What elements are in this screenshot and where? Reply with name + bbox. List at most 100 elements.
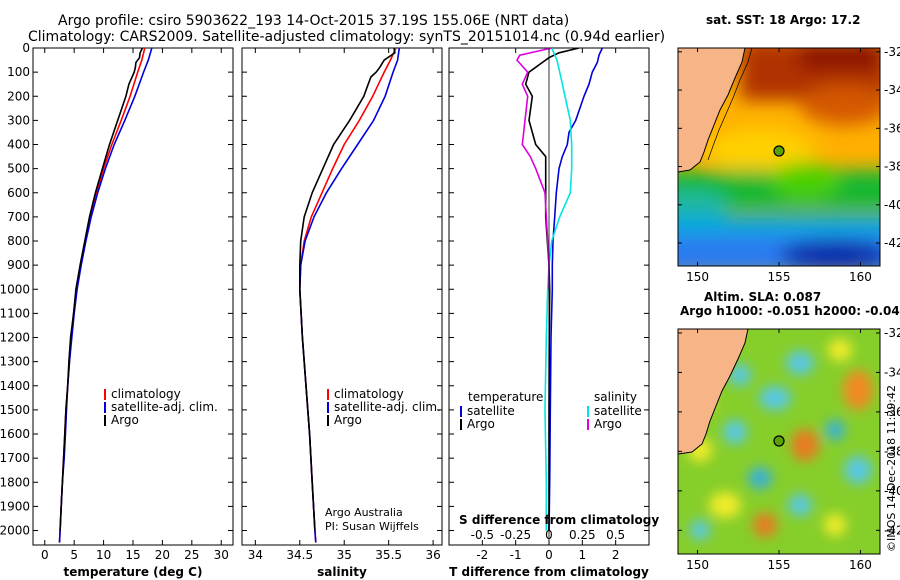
legend-label: satellite bbox=[594, 404, 642, 418]
map-x-tick-label: 150 bbox=[686, 270, 709, 284]
y-tick-label: 1200 bbox=[0, 331, 30, 345]
map-x-tick-label: 155 bbox=[768, 558, 791, 572]
legend-title-temperature: temperature bbox=[468, 390, 543, 404]
y-tick-label: 1500 bbox=[0, 403, 30, 417]
legend-label: Argo bbox=[594, 417, 622, 431]
x-tick-label: -2 bbox=[476, 548, 488, 562]
map-x-tick-label: 155 bbox=[768, 270, 791, 284]
sla-map bbox=[678, 329, 880, 554]
temperature-frame bbox=[32, 47, 234, 546]
x-tick-label: -1 bbox=[510, 548, 522, 562]
y-tick-label: 1700 bbox=[0, 451, 30, 465]
y-tick-label: 1800 bbox=[0, 475, 30, 489]
x-tick-label: 10 bbox=[96, 548, 111, 562]
x-tick-label: 36 bbox=[425, 548, 440, 562]
x-tick-label: 0 bbox=[41, 548, 49, 562]
legend-label: Argo bbox=[467, 417, 495, 431]
y-tick-label: 2000 bbox=[0, 524, 30, 538]
secondary-tick-label: -0.25 bbox=[500, 528, 531, 542]
sla-map-subtitle: Argo h1000: -0.051 h2000: -0.047 bbox=[680, 304, 900, 318]
x-tick-label: 34 bbox=[248, 548, 263, 562]
salinity-frame bbox=[241, 47, 443, 546]
difference-panel: -2 -1 0 1 2 T difference from climatology S di… bbox=[448, 47, 659, 579]
sla-map-axes: -32 -34 -36 -38 -40 -42 150 155 160 bbox=[678, 326, 900, 572]
y-tick-label: 400 bbox=[7, 138, 30, 152]
salinity-xlabel: salinity bbox=[317, 565, 367, 579]
difference-series bbox=[516, 48, 604, 531]
series-argo bbox=[298, 48, 396, 531]
attribution-line1: Argo Australia bbox=[325, 506, 403, 519]
y-tick-label: 500 bbox=[7, 162, 30, 176]
x-tick-label: 0 bbox=[545, 548, 553, 562]
y-tick-label: 1600 bbox=[0, 427, 30, 441]
difference-xlabel: T difference from climatology bbox=[449, 565, 649, 579]
legend-label: climatology bbox=[111, 387, 181, 401]
secondary-tick-label: 0.25 bbox=[569, 528, 596, 542]
series-s-argo bbox=[516, 48, 552, 290]
map-y-tick-label: -34 bbox=[884, 365, 900, 379]
y-tick-label: 1900 bbox=[0, 499, 30, 513]
y-tick-label: 600 bbox=[7, 186, 30, 200]
map-y-tick-label: -36 bbox=[884, 405, 900, 419]
figure-title-line2: Climatology: CARS2009. Satellite-adjuste… bbox=[28, 29, 666, 45]
legend-label: climatology bbox=[334, 387, 404, 401]
series-s-satellite bbox=[544, 48, 573, 531]
map-y-tick-label: -42 bbox=[884, 523, 900, 537]
y-tick-label: 900 bbox=[7, 258, 30, 272]
sst-argo-marker bbox=[773, 145, 785, 157]
x-tick-label: 35 bbox=[337, 548, 352, 562]
figure-title-line1: Argo profile: csiro 5903622_193 14-Oct-2… bbox=[58, 13, 570, 29]
series-argo bbox=[59, 48, 144, 531]
map-y-tick-label: -42 bbox=[884, 236, 900, 250]
map-y-tick-label: -38 bbox=[884, 160, 900, 174]
y-tick-label: 300 bbox=[7, 113, 30, 127]
map-y-tick-label: -38 bbox=[884, 444, 900, 458]
sst-land bbox=[678, 48, 746, 173]
sst-map bbox=[678, 48, 880, 266]
map-y-tick-label: -40 bbox=[884, 198, 900, 212]
y-tick-label: 800 bbox=[7, 234, 30, 248]
sla-map-title: Altim. SLA: 0.087 bbox=[704, 290, 822, 304]
temperature-series bbox=[58, 48, 153, 543]
legend-title-salinity: salinity bbox=[594, 390, 637, 404]
legend-label: satellite-adj. clim. bbox=[334, 400, 441, 414]
temperature-panel: 0 100 200 300 400 500 600 700 800 900 1000 1100 1200… bbox=[0, 41, 234, 579]
sst-map-title: sat. SST: 18 Argo: 17.2 bbox=[706, 13, 861, 27]
y-tick-label: 700 bbox=[7, 210, 30, 224]
x-tick-label: 35.5 bbox=[375, 548, 402, 562]
y-tick-label: 200 bbox=[7, 89, 30, 103]
map-x-tick-label: 160 bbox=[849, 558, 872, 572]
sst-land-inner-contour bbox=[707, 48, 753, 161]
salinity-series bbox=[298, 48, 401, 543]
y-tick-label: 100 bbox=[7, 65, 30, 79]
map-y-tick-label: -40 bbox=[884, 484, 900, 498]
x-tick-label: 1 bbox=[579, 548, 587, 562]
x-tick-label: 2 bbox=[612, 548, 620, 562]
secondary-tick-label: 0 bbox=[545, 528, 553, 542]
sla-land bbox=[678, 329, 749, 455]
legend-label: Argo bbox=[334, 413, 362, 427]
x-tick-label: 20 bbox=[155, 548, 170, 562]
map-x-tick-label: 160 bbox=[849, 270, 872, 284]
legend-label: satellite-adj. clim. bbox=[111, 400, 218, 414]
y-tick-label: 1400 bbox=[0, 379, 30, 393]
salinity-panel: 34 34.5 35 35.5 36 salinity climatologysatelli… bbox=[241, 47, 443, 579]
map-y-tick-label: -32 bbox=[884, 326, 900, 340]
y-tick-label: 1100 bbox=[0, 306, 30, 320]
map-y-tick-label: -34 bbox=[884, 83, 900, 97]
x-tick-label: 15 bbox=[125, 548, 140, 562]
sst-map-axes: -32 -34 -36 -38 -40 -42 150 155 160 bbox=[678, 45, 900, 284]
sla-argo-marker bbox=[773, 435, 785, 447]
temperature-xlabel: temperature (deg C) bbox=[64, 565, 203, 579]
y-tick-label: 1300 bbox=[0, 355, 30, 369]
attribution-line2: PI: Susan Wijffels bbox=[325, 520, 419, 533]
map-y-tick-label: -32 bbox=[884, 45, 900, 59]
legend-label: satellite bbox=[467, 404, 515, 418]
x-tick-label: 5 bbox=[70, 548, 78, 562]
series-t-argo bbox=[524, 48, 580, 531]
secondary-tick-label: 0.5 bbox=[606, 528, 625, 542]
y-tick-label: 1000 bbox=[0, 282, 30, 296]
secondary-xlabel: S difference from climatology bbox=[459, 513, 659, 527]
secondary-tick-label: -0.5 bbox=[471, 528, 494, 542]
